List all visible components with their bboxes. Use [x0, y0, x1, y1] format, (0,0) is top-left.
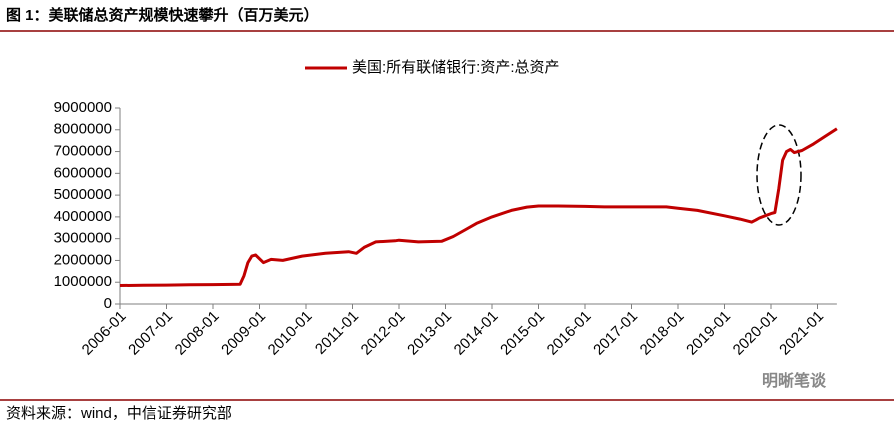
- x-tick-label: 2016-01: [544, 308, 595, 359]
- x-tick-label: 2017-01: [590, 308, 641, 359]
- x-tick-label: 2012-01: [358, 308, 409, 359]
- y-tick-label: 7000000: [54, 143, 112, 160]
- x-tick-label: 2008-01: [172, 308, 223, 359]
- y-tick-label: 6000000: [54, 164, 112, 181]
- y-tick-label: 9000000: [54, 99, 112, 116]
- watermark: 明晰笔谈: [762, 371, 827, 390]
- x-tick-label: 2021-01: [776, 308, 827, 359]
- series-line: [119, 127, 838, 287]
- y-tick-label: 2000000: [54, 251, 112, 268]
- source-note: 资料来源：wind，中信证券研究部: [6, 405, 232, 422]
- x-tick-label: 2019-01: [683, 308, 734, 359]
- x-tick-label: 2007-01: [125, 308, 176, 359]
- x-tick-label: 2011-01: [312, 308, 362, 358]
- x-tick-label: 2010-01: [265, 308, 316, 359]
- x-tick-label: 2014-01: [451, 308, 502, 359]
- chart-title: 图 1：美联储总资产规模快速攀升（百万美元）: [6, 6, 319, 24]
- x-tick-label: 2018-01: [637, 308, 688, 359]
- legend-label: 美国:所有联储银行:资产:总资产: [352, 59, 560, 76]
- x-tick-label: 2013-01: [404, 308, 455, 359]
- y-tick-label: 8000000: [54, 121, 112, 138]
- y-tick-label: 1000000: [54, 273, 112, 290]
- y-tick-label: 4000000: [54, 208, 112, 225]
- x-tick-label: 2020-01: [730, 308, 781, 359]
- y-tick-label: 0: [104, 295, 112, 312]
- x-tick-label: 2015-01: [497, 308, 548, 359]
- x-tick-label: 2006-01: [79, 308, 130, 359]
- y-tick-label: 5000000: [54, 186, 112, 203]
- highlight-ellipse: [756, 124, 802, 226]
- x-tick-label: 2009-01: [218, 308, 269, 359]
- y-tick-label: 3000000: [54, 230, 112, 247]
